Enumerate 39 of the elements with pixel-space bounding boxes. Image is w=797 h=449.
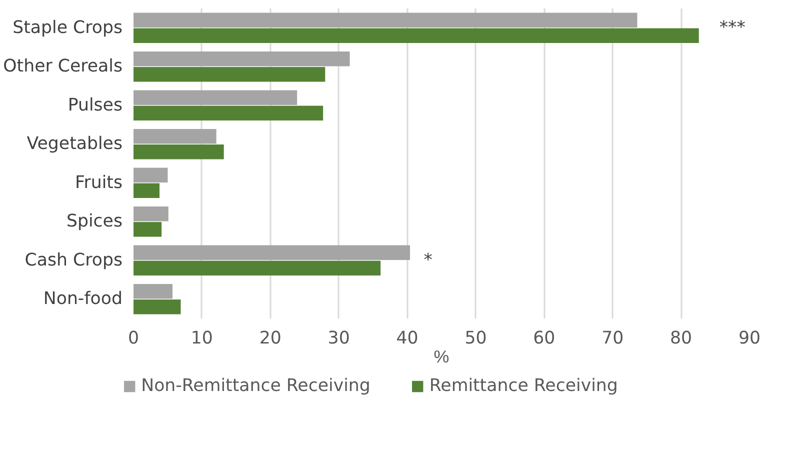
x-tick-label: 30 <box>328 328 350 348</box>
y-tick-label: Spices <box>66 212 123 232</box>
x-tick-label: 0 <box>128 328 140 348</box>
x-tick-label: 70 <box>602 328 624 348</box>
bar <box>134 67 326 82</box>
x-tick-label: 50 <box>464 328 487 348</box>
bar <box>134 260 381 276</box>
x-tick-label: 10 <box>190 328 213 348</box>
y-tick-label: Other Cereals <box>3 56 123 77</box>
bar <box>134 90 298 105</box>
bar <box>134 12 638 28</box>
annotation: * <box>424 250 433 270</box>
bar <box>134 144 224 160</box>
x-tick-label: 40 <box>396 328 418 348</box>
x-tick-label: 90 <box>738 328 761 348</box>
legend-label: Remittance Receiving <box>429 376 618 396</box>
bar <box>134 28 699 43</box>
y-tick-label: Fruits <box>75 172 123 193</box>
y-tick-label: Non-food <box>43 289 123 310</box>
bar <box>134 206 168 222</box>
bar <box>134 129 216 144</box>
x-tick-label: 60 <box>533 328 556 348</box>
y-tick-label: Pulses <box>68 95 123 116</box>
bar <box>134 168 168 182</box>
bar <box>134 183 160 198</box>
x-axis-title: % <box>434 346 450 366</box>
bar <box>134 284 173 299</box>
legend-label: Non-Remittance Receiving <box>141 376 370 396</box>
annotation: *** <box>719 18 746 38</box>
y-tick-label: Cash Crops <box>24 250 123 270</box>
bar <box>134 222 162 237</box>
bar <box>134 106 324 120</box>
bar <box>134 300 181 314</box>
y-tick-label: Staple Crops <box>12 18 123 38</box>
x-tick-label: 20 <box>259 328 282 348</box>
y-tick-label: Vegetables <box>26 134 123 154</box>
bar <box>134 245 410 260</box>
x-tick-label: 80 <box>670 328 692 348</box>
bar <box>134 52 350 66</box>
